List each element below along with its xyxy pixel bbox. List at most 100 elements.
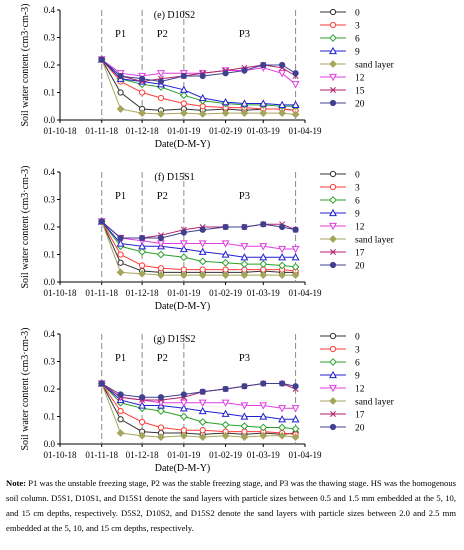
data-point (179, 404, 188, 412)
data-point (240, 99, 249, 107)
legend-marker (329, 332, 337, 340)
legend-item: 9 (320, 46, 360, 58)
x-tick-label: 01-12-18 (126, 126, 159, 136)
data-point (279, 223, 286, 231)
data-point (240, 109, 249, 118)
legend-label: 6 (355, 197, 360, 207)
series-line (101, 383, 296, 398)
series-7 (98, 380, 299, 401)
data-point (291, 433, 300, 442)
period-label: P2 (157, 29, 168, 40)
data-point (292, 70, 299, 77)
data-point (157, 394, 165, 401)
data-point (198, 433, 207, 442)
note-text: P1 was the unstable freezing stage, P2 w… (6, 478, 457, 533)
data-point (179, 412, 188, 421)
data-point (139, 234, 146, 242)
data-point (278, 70, 287, 78)
data-point (157, 424, 165, 431)
legend-item: 6 (320, 358, 360, 369)
legend-item: 17 (320, 249, 365, 259)
data-point (240, 243, 249, 251)
series-5 (97, 379, 300, 442)
period-label: P2 (157, 191, 168, 202)
data-point (98, 218, 105, 225)
legend-label: 6 (355, 359, 360, 369)
data-point (291, 100, 300, 108)
legend-marker (329, 235, 337, 243)
data-point (240, 402, 249, 410)
data-point (138, 401, 147, 409)
legend-marker (329, 8, 337, 16)
legend-marker (329, 196, 337, 204)
x-tick-label: 01-04-19 (289, 450, 322, 460)
legend-item: 3 (320, 22, 360, 32)
period-label: P1 (115, 29, 126, 40)
data-point (199, 427, 206, 434)
chart-panel-0: 0.0 0.1 0.2 0.3 0.4 01-10-18 01-11-18 01-12-18 0… (20, 3, 395, 150)
period-label: P3 (239, 191, 250, 202)
legend-item: 15 (320, 87, 365, 97)
legend-item: 6 (320, 34, 360, 45)
data-point (139, 394, 146, 401)
y-tick-label: 0.1 (44, 250, 55, 260)
data-point (117, 391, 124, 398)
legend-label: sand layer (355, 398, 395, 408)
data-point (241, 383, 248, 390)
y-tick-label: 0.4 (44, 329, 56, 339)
y-tick-label: 0.2 (44, 222, 55, 232)
legend-label: 3 (355, 184, 360, 194)
data-point (278, 271, 287, 280)
data-point (116, 429, 125, 437)
legend-label: 12 (355, 385, 365, 395)
legend-label: sand layer (355, 61, 395, 71)
data-point (116, 268, 125, 277)
data-point (179, 253, 188, 262)
data-point (179, 240, 188, 248)
x-tick-label: 01-10-18 (44, 450, 77, 460)
data-point (291, 81, 300, 89)
data-point (260, 221, 267, 228)
panel-title: (e) D10S2 (154, 10, 195, 21)
data-point (179, 271, 188, 280)
y-axis-label: Soil water content (cm3·cm-3) (20, 327, 31, 450)
data-point (221, 409, 230, 417)
legend-item: 6 (320, 196, 360, 207)
x-tick-label: 01-01-19 (167, 288, 200, 298)
data-point (157, 110, 165, 118)
y-tick-label: 0.0 (44, 439, 56, 449)
y-tick-label: 0.4 (44, 5, 56, 15)
data-point (138, 109, 147, 118)
data-point (292, 226, 299, 233)
data-point (278, 405, 287, 413)
y-axis-label: Soil water content (cm3·cm-3) (20, 165, 31, 288)
data-point (222, 223, 229, 231)
x-tick-label: 01-10-18 (44, 288, 77, 298)
data-point (180, 229, 187, 236)
legend-marker (329, 208, 337, 217)
y-axis-label: Soil water content (cm3·cm-3) (20, 3, 31, 126)
data-point (157, 407, 165, 415)
legend-item: 9 (320, 208, 360, 220)
data-point (117, 416, 124, 423)
legend-marker (329, 222, 337, 231)
data-point (117, 259, 124, 266)
data-point (179, 85, 188, 93)
series-1 (98, 380, 299, 438)
series-5 (97, 217, 300, 280)
y-tick-label: 0.0 (44, 115, 56, 125)
series-7 (98, 218, 299, 242)
legend-marker (329, 99, 337, 107)
data-point (139, 418, 146, 426)
data-point (221, 109, 230, 118)
series-line (101, 59, 296, 111)
data-point (259, 109, 268, 118)
legend-label: 0 (355, 171, 360, 181)
x-tick-label: 01-11-18 (85, 288, 118, 298)
data-point (260, 61, 267, 69)
data-point (221, 258, 230, 267)
legend-label: 3 (355, 22, 360, 32)
data-point (259, 402, 268, 410)
y-tick-label: 0.3 (44, 195, 56, 205)
y-tick-label: 0.3 (44, 357, 56, 367)
